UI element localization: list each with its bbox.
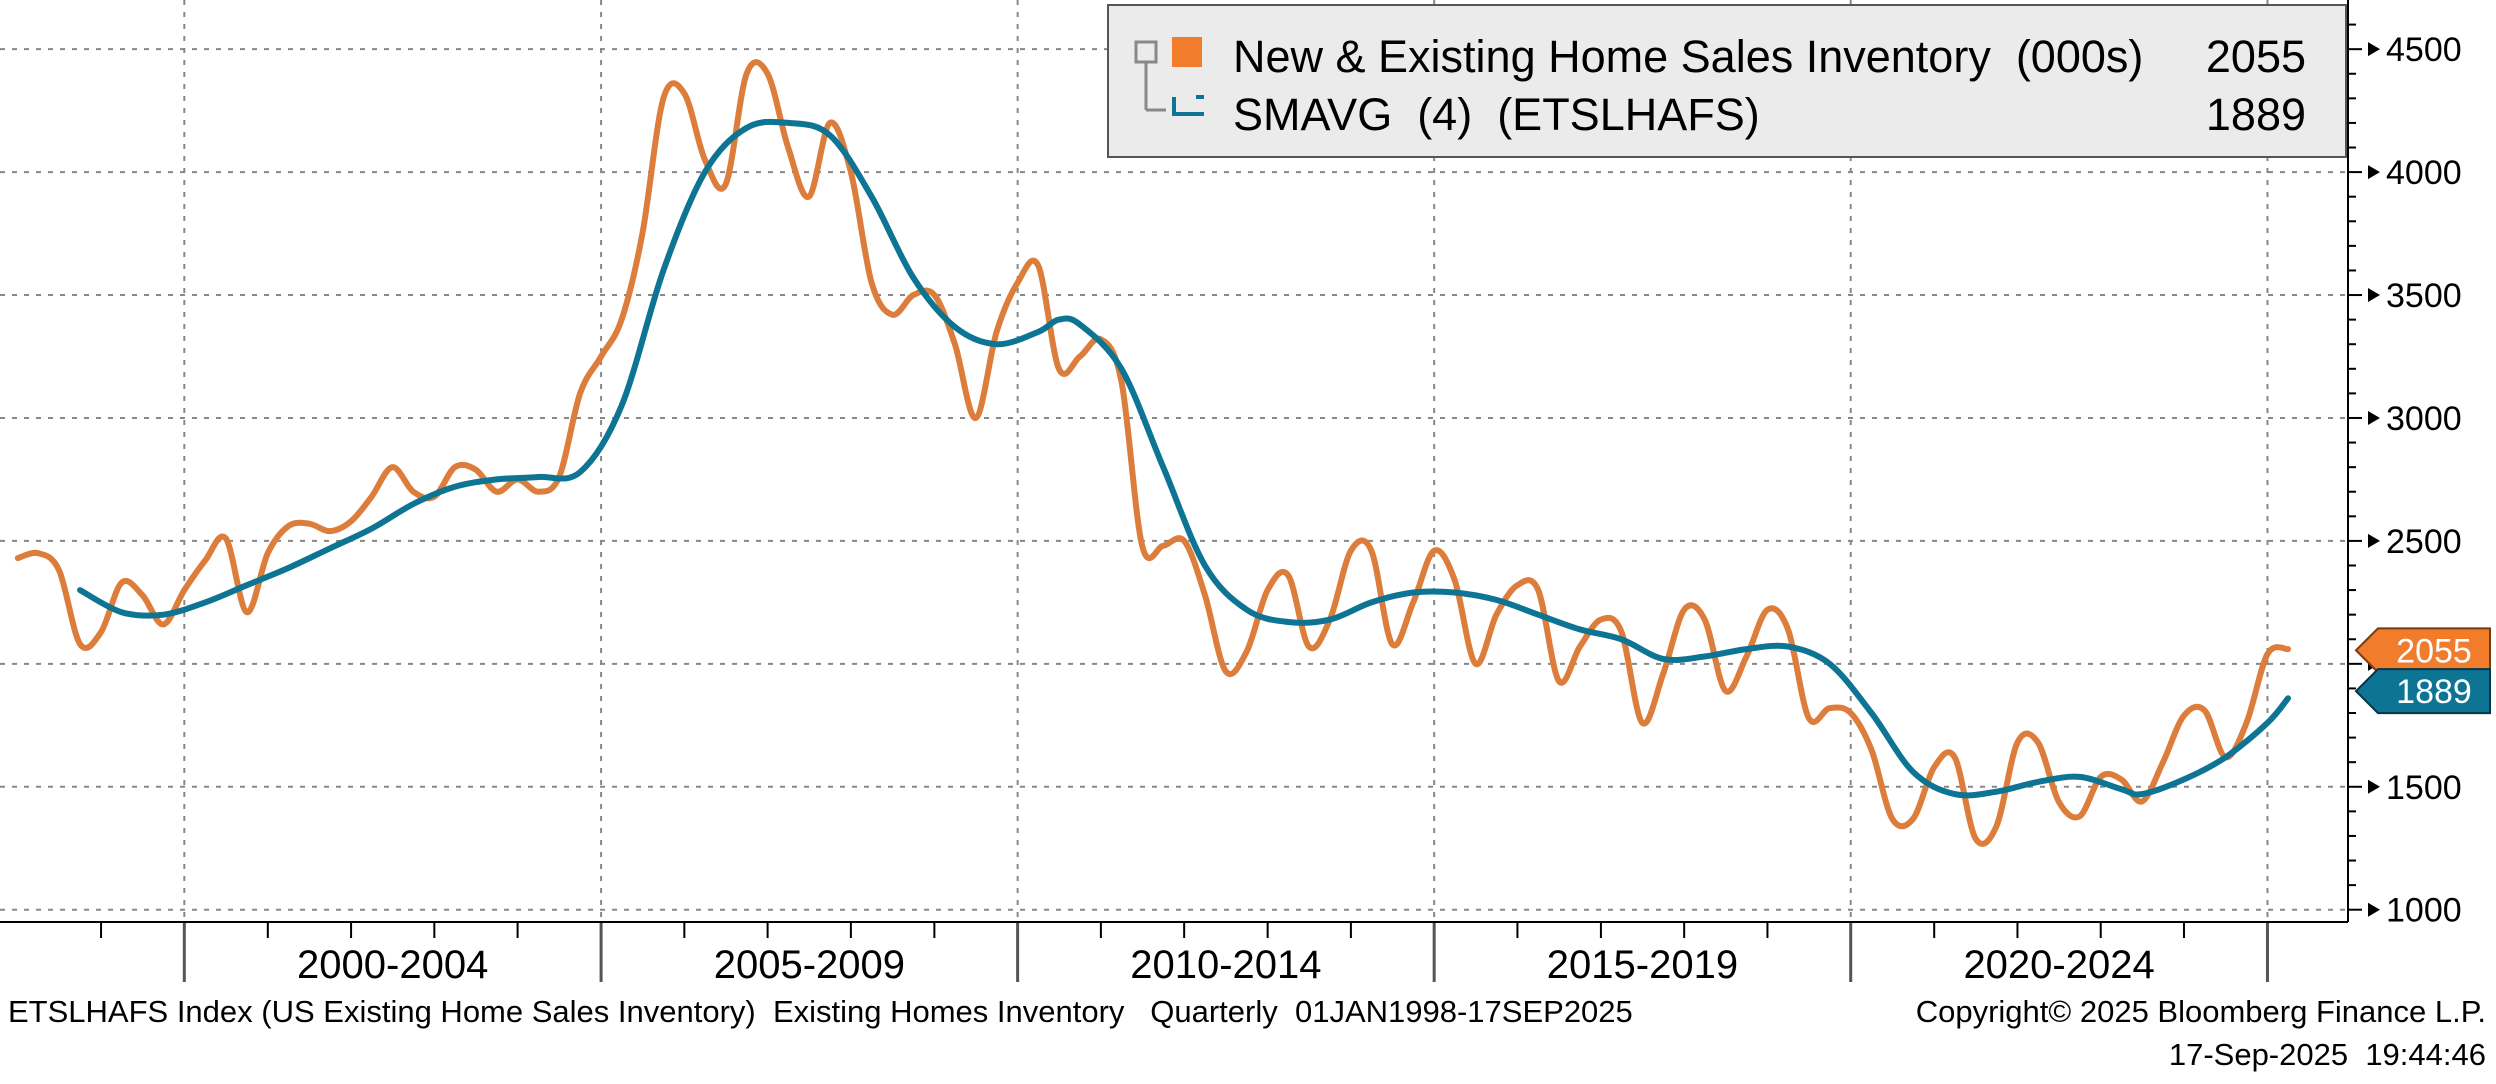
y-tick-label: 2500	[2386, 523, 2462, 561]
footer-description: ETSLHAFS Index (US Existing Home Sales I…	[8, 994, 1633, 1029]
last-value-tag-inventory: 2055	[2354, 627, 2491, 674]
x-axis: 2000-2004 2005-2009 2010-2014 2015-2019 2020…	[0, 921, 2348, 987]
legend-box	[1107, 4, 2347, 158]
footer-copyright: Copyright© 2025 Bloomberg Finance L.P.	[1916, 994, 2486, 1029]
y-tick-label: 1000	[2386, 892, 2462, 930]
x-period-label: 2020-2024	[1963, 943, 2154, 987]
x-period-label: 2005-2009	[714, 943, 905, 987]
legend-label-smavg: SMAVG (4) (ETSLHAFS)	[1233, 89, 1760, 140]
y-tick-label: 3000	[2386, 400, 2462, 438]
y-tick-arrow-icon	[2368, 288, 2380, 303]
legend-tree-icon	[1134, 40, 1166, 112]
y-axis: 10001500200025003000350040004500	[2347, 0, 2462, 930]
series-line-inventory	[14, 59, 2291, 847]
y-tick-arrow-icon	[2368, 410, 2380, 425]
y-tick-label: 4500	[2386, 31, 2462, 69]
x-period-label: 2015-2019	[1547, 943, 1738, 987]
y-tick-arrow-icon	[2368, 533, 2380, 548]
y-tick-arrow-icon	[2368, 165, 2380, 180]
y-tick-label: 4000	[2386, 154, 2462, 192]
footer: ETSLHAFS Index (US Existing Home Sales I…	[8, 994, 2486, 1072]
legend-value-inventory: 2055	[2206, 31, 2306, 82]
legend-label-inventory: New & Existing Home Sales Inventory (000…	[1233, 31, 2143, 82]
last-value-tag-inventory-text: 2055	[2396, 632, 2472, 670]
legend: New & Existing Home Sales Inventory (000…	[1107, 4, 2347, 158]
x-period-label: 2010-2014	[1130, 943, 1321, 987]
legend-swatch-inventory	[1172, 37, 1202, 67]
y-tick-label: 3500	[2386, 277, 2462, 315]
series-line-smavg	[77, 118, 2291, 799]
last-value-tag-smavg: 1889	[2354, 668, 2491, 715]
x-period-label: 2000-2004	[297, 943, 488, 987]
series-layer	[14, 59, 2291, 847]
y-tick-arrow-icon	[2368, 42, 2380, 57]
last-value-tag-smavg-text: 1889	[2396, 673, 2472, 711]
y-tick-arrow-icon	[2368, 902, 2380, 917]
legend-swatch-smavg	[1172, 95, 1204, 116]
legend-value-smavg: 1889	[2206, 89, 2306, 140]
y-tick-label: 1500	[2386, 769, 2462, 807]
last-value-tags: 2055 1889	[2354, 627, 2491, 715]
footer-timestamp: 17-Sep-2025 19:44:46	[2169, 1037, 2486, 1072]
y-tick-arrow-icon	[2368, 779, 2380, 794]
